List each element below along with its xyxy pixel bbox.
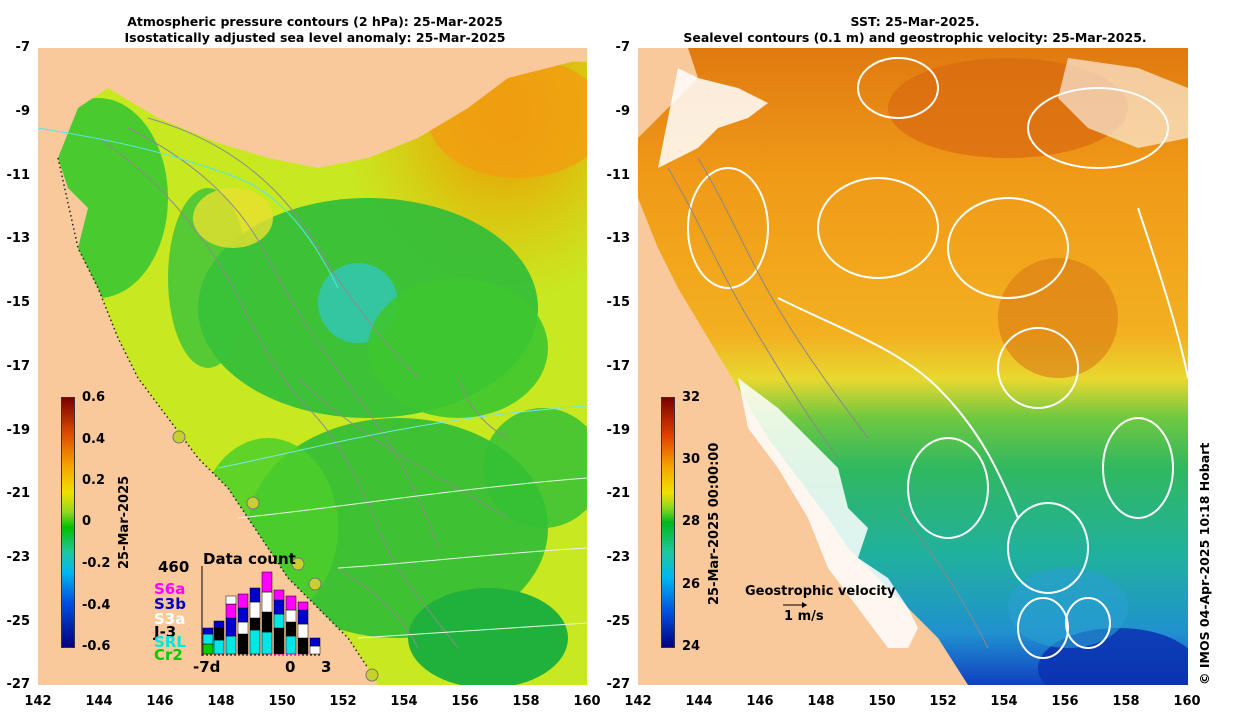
data-count-xlabel-end: 3 (321, 658, 332, 676)
sla-colorbar (61, 397, 75, 648)
data-count-total: 460 (158, 558, 190, 576)
right-xlabel: 144 (685, 694, 713, 709)
sst-colorbar-tick: 30 (682, 452, 701, 467)
sst-graphic (638, 48, 1188, 685)
left-ylabel: -21 (6, 486, 31, 501)
mission-srl-label: SRL (154, 633, 186, 651)
sst-colorbar-tick: 32 (682, 390, 701, 405)
data-count-histogram (201, 566, 322, 656)
velocity-scale-arrow (783, 602, 807, 608)
left-title-line1: Atmospheric pressure contours (2 hPa): 2… (127, 14, 503, 29)
left-xlabel: 148 (207, 694, 235, 709)
right-ylabel: -9 (615, 104, 630, 119)
sst-colorbar-tick: 28 (682, 514, 701, 529)
left-ylabel: -15 (6, 295, 31, 310)
left-ylabel: -23 (6, 550, 31, 565)
left-xlabel: 152 (329, 694, 357, 709)
right-xlabel: 158 (1112, 694, 1140, 709)
right-ylabel: -13 (606, 231, 631, 246)
left-ylabel: -25 (6, 614, 31, 629)
left-xlabel: 158 (512, 694, 540, 709)
sla-colorbar-tick: 0.2 (82, 473, 106, 488)
sst-map (638, 48, 1188, 685)
sst-colorbar (661, 397, 675, 648)
left-title-line2: Isostatically adjusted sea level anomaly… (124, 30, 506, 45)
left-xlabel: 146 (146, 694, 174, 709)
right-ylabel: -23 (606, 550, 631, 565)
right-ylabel: -27 (606, 677, 631, 692)
credit-text: © IMOS 04-Apr-2025 10:18 Hobart (1197, 442, 1212, 685)
left-ylabel: -17 (6, 359, 31, 374)
sst-colorbar-label: 25-Mar-2025 00:00:00 (707, 442, 722, 605)
mission-cr2-label: Cr2 (154, 646, 183, 664)
sla-colorbar-tick: 0.4 (82, 432, 106, 447)
sla-colorbar-tick: -0.4 (82, 598, 111, 613)
right-ylabel: -19 (606, 423, 631, 438)
right-xlabel: 156 (1051, 694, 1079, 709)
left-xlabel: 160 (573, 694, 601, 709)
sea-level-anomaly-graphic (38, 48, 587, 685)
mission-s6a-label: S6a (154, 580, 186, 598)
right-title-line2: Sealevel contours (0.1 m) and geostrophi… (683, 30, 1147, 45)
left-xlabel: 142 (24, 694, 52, 709)
data-count-title: Data count (203, 550, 296, 568)
left-xlabel: 144 (85, 694, 113, 709)
left-xlabel: 156 (451, 694, 479, 709)
mission-s3a-label: S3a (154, 610, 186, 628)
right-ylabel: -17 (606, 359, 631, 374)
velocity-legend-scale: 1 m/s (784, 609, 824, 624)
sla-colorbar-tick: 0 (82, 514, 92, 529)
right-ylabel: -25 (606, 614, 631, 629)
right-xlabel: 142 (624, 694, 652, 709)
left-xlabel: 154 (390, 694, 418, 709)
right-xlabel: 150 (868, 694, 896, 709)
right-ylabel: -21 (606, 486, 631, 501)
right-ylabel: -7 (615, 40, 630, 55)
left-ylabel: -27 (6, 677, 31, 692)
left-ylabel: -7 (15, 40, 30, 55)
velocity-legend-label: Geostrophic velocity (745, 584, 896, 599)
left-xlabel: 150 (268, 694, 296, 709)
left-ylabel: -13 (6, 231, 31, 246)
right-xlabel: 152 (929, 694, 957, 709)
left-ylabel: -9 (15, 104, 30, 119)
sst-colorbar-tick: 26 (682, 577, 701, 592)
right-xlabel: 148 (807, 694, 835, 709)
right-ylabel: -15 (606, 295, 631, 310)
right-title-line1: SST: 25-Mar-2025. (850, 14, 980, 29)
right-ylabel: -11 (606, 168, 631, 183)
data-count-xlabel-start: -7d (193, 658, 221, 676)
sla-colorbar-tick: -0.2 (82, 556, 111, 571)
left-ylabel: -11 (6, 168, 31, 183)
data-count-xlabel-zero: 0 (285, 658, 296, 676)
sla-colorbar-label: 25-Mar-2025 (117, 475, 132, 569)
right-xlabel: 146 (746, 694, 774, 709)
sst-colorbar-tick: 24 (682, 639, 701, 654)
mission-s3b-label: S3b (154, 595, 186, 613)
right-xlabel: 160 (1173, 694, 1201, 709)
right-xlabel: 154 (990, 694, 1018, 709)
sla-colorbar-tick: 0.6 (82, 390, 106, 405)
sea-level-anomaly-map (38, 48, 587, 685)
mission-j3-label: J-3 (154, 623, 177, 641)
sla-colorbar-tick: -0.6 (82, 639, 111, 654)
left-ylabel: -19 (6, 423, 31, 438)
